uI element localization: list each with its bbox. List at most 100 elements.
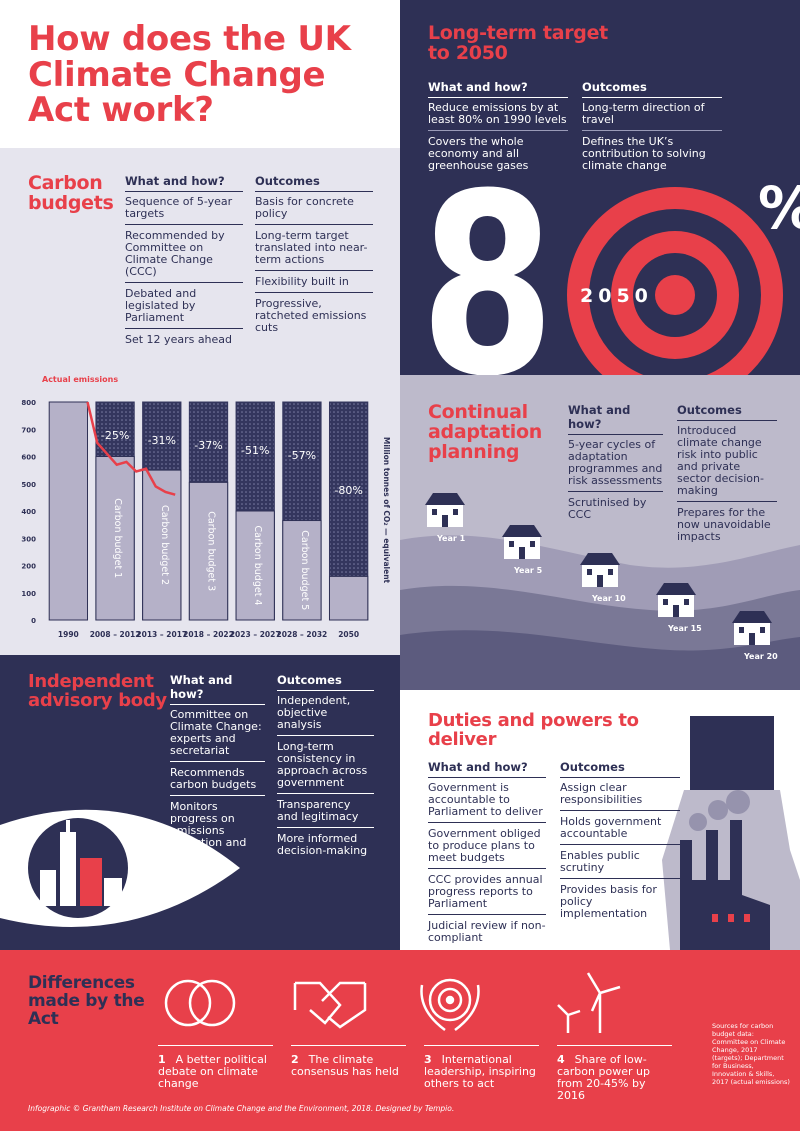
y-tick-label: 500 [21,481,36,489]
column-item: Covers the whole economy and all greenho… [428,135,529,172]
target-graphic: 80%2050 [400,0,800,375]
column: What and how? Reduce emissions by at leas… [428,80,568,181]
column-item: 5-year cycles of adaptation programmes a… [568,439,663,492]
section-title: Carbon budgets [28,172,114,214]
door [673,605,679,617]
column: What and how? 5-year cycles of adaptation… [568,403,663,530]
column-item: Transparency and legitimacy [277,799,374,828]
page-title: How does the UK Climate Change Act work? [28,19,351,131]
column-item: Introduced climate change risk into publ… [677,425,777,502]
window [728,914,734,922]
y-tick-label: 200 [21,563,36,571]
landscape: Year 1 Year 5 Year 10 Year 15 Year 20 [400,493,800,690]
item-text: International leadership, inspiring othe… [424,1053,536,1090]
item-number: 1 [158,1053,166,1066]
column-item: Defines the UK’s contribution to solving… [582,135,706,172]
chart: 0 100 200 300 400 500 600 700 800 1990 2008 – 2012… [21,375,391,639]
column: Outcomes Introduced climate change risk i… [677,403,777,552]
column-item: Basis for concrete policy [255,196,373,225]
column-heading: Outcomes [677,403,777,421]
section-title: Continual adaptation planning [428,401,542,463]
year-label: Year 20 [743,652,778,661]
year-label: Year 5 [513,566,543,575]
column-heading: Outcomes [560,760,680,778]
icons [164,972,621,1033]
reduction-label: -31% [148,434,176,447]
column-item: Long-term consistency in approach across… [277,741,374,794]
window [739,627,744,633]
hill [400,630,800,690]
difference-item: 4 Share of low-carbon power up from 20-45… [557,1045,672,1102]
column: What and how? Government is accountable t… [428,760,546,953]
y-tick-label: 600 [21,454,36,462]
window [587,569,592,575]
target-icon [428,978,472,1022]
building [60,832,76,906]
handshake [293,981,367,1029]
column-item: Set 12 years ahead [125,333,233,346]
bar-label: Carbon budget 4 [252,526,263,606]
year-label: Year 15 [667,624,702,633]
column-heading: Outcomes [277,673,374,691]
eye-graphic [0,809,240,927]
column-item: Provides basis for policy implementation [560,883,657,920]
reduction-label: -51% [241,444,269,457]
column-item: Government obliged to produce plans to m… [428,828,546,869]
house-roof [502,525,542,537]
item-number: 4 [557,1053,565,1066]
window [684,599,689,605]
column-item: Prepares for the now unavoidable impacts [677,506,771,543]
column-item: Assign clear responsibilities [560,782,680,811]
section-title: Duties and powers to deliver [428,710,639,750]
x-tick-label: 2028 – 2032 [277,630,328,639]
item-text: Share of low-carbon power up from 20-45%… [557,1053,650,1102]
window [712,914,718,922]
window [744,914,750,922]
column-item: More informed decision-making [277,832,368,857]
reduction-label: -37% [194,439,222,452]
sources: Sources for carbon budget data: Committe… [712,1022,790,1086]
door [597,575,603,587]
bar-label: Carbon budget 5 [299,530,310,610]
y-tick-label: 700 [21,426,36,434]
bar [188,481,229,621]
y-tick-label: 0 [31,617,36,625]
year-label: Year 1 [436,534,466,543]
window [453,509,458,515]
bar [235,510,275,621]
cuff [690,716,774,790]
column: What and how? Committee on Climate Change… [170,673,265,882]
y-tick-label: 400 [21,508,36,516]
window [608,569,613,575]
wind-turbine [557,972,621,1033]
column-item: Committee on Climate Change: experts and… [170,709,265,762]
column-item: Scrutinised by CCC [568,496,647,521]
hand-graphic [662,716,800,950]
column-item: Long-term target translated into near-te… [255,230,373,271]
x-tick-label: 1990 [58,630,79,639]
house-roof [656,583,696,595]
column: Outcomes Assign clear responsibilities Hol… [560,760,680,929]
column-heading: What and how? [428,760,546,778]
target-year: 2050 [580,285,653,307]
reduction-label: -80% [334,484,362,497]
window [760,627,765,633]
reduction-label: -57% [288,449,316,462]
column: Outcomes Basis for concrete policy Long-te… [255,174,373,343]
column-item: CCC provides annual progress reports to … [428,874,546,915]
building [80,858,102,906]
target-ring [655,275,695,315]
column-heading: Outcomes [255,174,373,192]
column-item: Recommends carbon budgets [170,767,265,796]
year-label: Year 10 [591,594,626,603]
bar [95,456,135,621]
column-item: Independent, objective analysis [277,695,374,736]
house-roof [732,611,772,623]
column: What and how? Sequence of 5-year targets R… [125,174,243,355]
x-tick-label: 2008 – 2012 [90,630,141,639]
laurel [420,984,480,1032]
house-roof [580,553,620,565]
item-text: The climate consensus has held [291,1053,399,1078]
